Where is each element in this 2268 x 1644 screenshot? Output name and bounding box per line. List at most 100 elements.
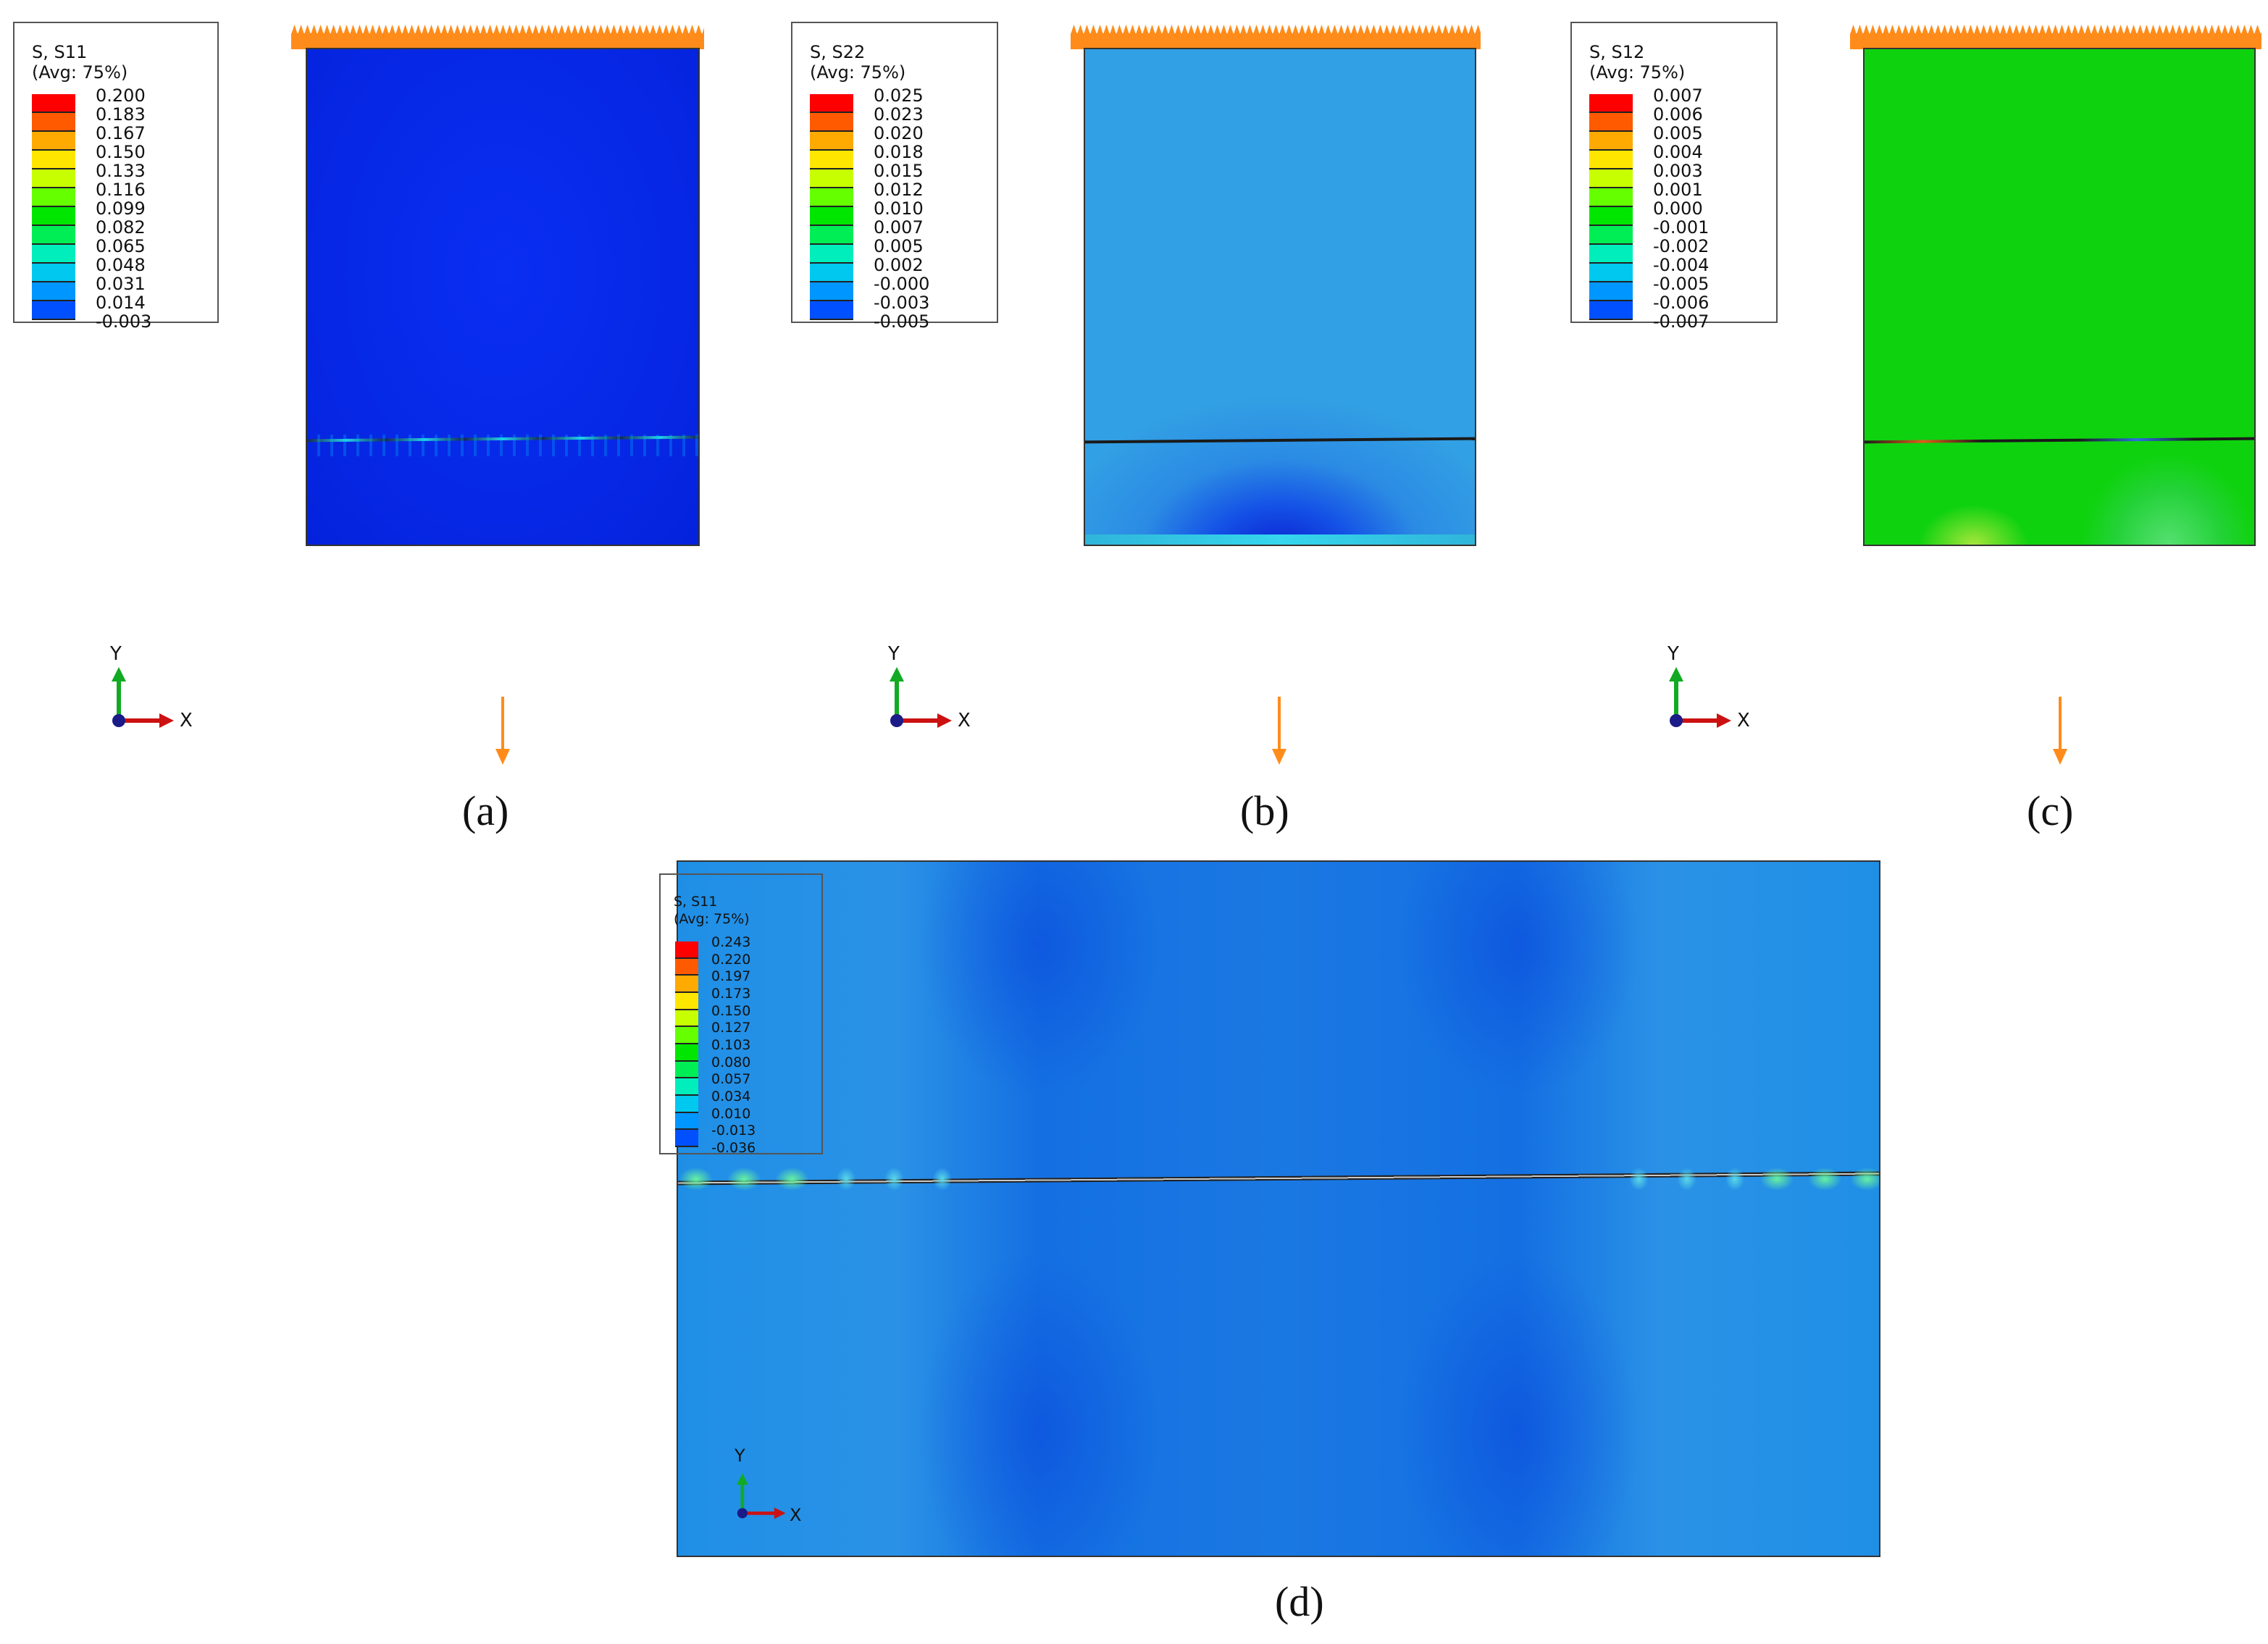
legend-value: 0.025 (874, 85, 924, 106)
legend-value: 0.023 (874, 104, 924, 125)
legend-avg: (Avg: 75%) (32, 62, 128, 83)
ramp-band (1589, 264, 1633, 282)
ramp-band (810, 226, 853, 245)
ramp-band (32, 226, 75, 245)
legend-value: 0.048 (96, 255, 146, 275)
ramp-band (1589, 132, 1633, 151)
caption-d: (d) (1275, 1578, 1324, 1625)
legend-value: 0.007 (874, 217, 924, 238)
legend-title: S, S11 (674, 894, 718, 910)
ramp-band (1589, 245, 1633, 264)
ramp-band (675, 1061, 698, 1079)
ramp-band (32, 301, 75, 320)
ramp-band (675, 1112, 698, 1131)
legend-avg: (Avg: 75%) (810, 62, 906, 83)
legend-value: -0.006 (1653, 293, 1710, 313)
bc-marks (1071, 25, 1481, 49)
legend-value: -0.004 (1653, 255, 1710, 275)
legend-value: -0.000 (874, 274, 930, 294)
ramp-band (32, 207, 75, 226)
legend-value: 0.004 (1653, 142, 1703, 162)
crack-fringe (307, 435, 698, 456)
legend-value: 0.005 (1653, 123, 1703, 143)
legend-title: S, S11 (32, 42, 88, 62)
boundary-condition-c (1850, 25, 2267, 49)
legend-avg: (Avg: 75%) (674, 911, 750, 927)
ramp-band (1589, 169, 1633, 188)
legend-value: 0.133 (96, 161, 146, 181)
bc-marks (1850, 25, 2267, 49)
ramp-band (32, 132, 75, 151)
legend-b: S, S22 (Avg: 75%) 0.025 0.023 0.020 0.018 0.… (791, 22, 998, 330)
ramp-band (1589, 226, 1633, 245)
legend-value: -0.002 (1653, 236, 1710, 256)
legend-title: S, S22 (810, 42, 866, 62)
axis-y-label: Y (735, 1446, 745, 1466)
ramp-band (675, 1130, 698, 1147)
legend-value: 0.003 (1653, 161, 1703, 181)
ramp-band (675, 1078, 698, 1096)
legend-value: 0.018 (874, 142, 924, 162)
ramp-band (32, 264, 75, 282)
axis-y-label: Y (888, 643, 900, 665)
ramp-band (32, 169, 75, 188)
legend-value: 0.220 (711, 951, 751, 968)
caption-b: (b) (1240, 787, 1289, 834)
legend-value: 0.082 (96, 217, 146, 238)
legend-value: 0.103 (711, 1037, 751, 1053)
ramp-band (1589, 94, 1633, 113)
color-ramp (810, 94, 853, 320)
legend-value: 0.200 (96, 85, 146, 106)
legend-value: 0.000 (1653, 198, 1703, 219)
legend-value: -0.005 (1653, 274, 1710, 294)
legend-value: 0.002 (874, 255, 924, 275)
legend-value: 0.150 (711, 1002, 751, 1019)
legend-value: -0.001 (1653, 217, 1710, 238)
legend-value: 0.099 (96, 198, 146, 219)
bottom-edge-fringe (1085, 534, 1475, 545)
crack-line (1085, 437, 1475, 444)
legend-value: 0.010 (711, 1105, 751, 1122)
ramp-band (810, 207, 853, 226)
contour-plate-c (1863, 48, 2256, 546)
legend-value: -0.013 (711, 1123, 756, 1139)
ramp-band (32, 282, 75, 301)
ramp-band (675, 976, 698, 993)
ramp-band (32, 245, 75, 264)
ramp-band (32, 94, 75, 113)
ramp-band (810, 169, 853, 188)
ramp-band (675, 1027, 698, 1044)
ramp-band (675, 992, 698, 1010)
legend-value: 0.010 (874, 198, 924, 219)
load-arrow-icon (2053, 697, 2067, 765)
legend-value: 0.065 (96, 236, 146, 256)
ramp-band (32, 188, 75, 207)
caption-a: (a) (462, 787, 509, 834)
ramp-band (32, 113, 75, 132)
legend-value: -0.005 (874, 311, 930, 332)
legend-value: 0.007 (1653, 85, 1703, 106)
color-ramp (1589, 94, 1633, 320)
legend-avg: (Avg: 75%) (1589, 62, 1686, 83)
contour-plate-a (306, 48, 700, 546)
legend-value: 0.034 (711, 1089, 751, 1104)
legend-value: 0.057 (711, 1071, 751, 1088)
ramp-band (32, 151, 75, 169)
ramp-band (1589, 113, 1633, 132)
legend-value: -0.003 (874, 293, 930, 313)
legend-value: 0.031 (96, 274, 146, 294)
crack-line (1865, 437, 2254, 444)
axis-x-label: X (180, 710, 193, 731)
legend-c: S, S12 (Avg: 75%) 0.007 0.006 0.005 0.004 0.… (1570, 22, 1778, 330)
ramp-band (1589, 282, 1633, 301)
legend-value: 0.006 (1653, 104, 1703, 125)
caption-c: (c) (2027, 787, 2074, 834)
legend-d: S, S11 (Avg: 75%) 0.243 0.220 0.197 0.173 0.… (659, 873, 823, 1155)
load-arrow-icon (1272, 697, 1286, 765)
ramp-band (675, 1010, 698, 1028)
bc-marks (291, 25, 708, 49)
legend-value: 0.167 (96, 123, 146, 143)
legend-value: 0.014 (96, 293, 146, 313)
axis-triad-d (737, 1473, 786, 1519)
legend-value: 0.001 (1653, 180, 1703, 200)
